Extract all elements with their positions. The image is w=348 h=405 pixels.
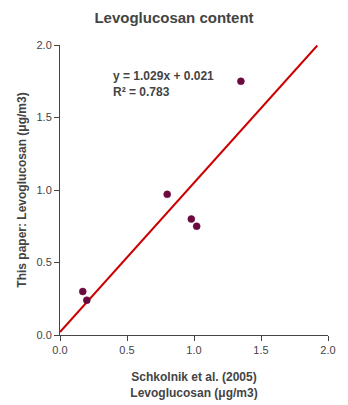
svg-text:1.5: 1.5 [253, 344, 268, 356]
svg-text:1.0: 1.0 [186, 344, 201, 356]
svg-text:y = 1.029x + 0.021R² = 0.783: y = 1.029x + 0.021R² = 0.783 [113, 69, 214, 99]
svg-text:0.5: 0.5 [37, 256, 52, 268]
svg-text:2.0: 2.0 [320, 344, 335, 356]
svg-text:0.0: 0.0 [52, 344, 67, 356]
svg-text:2.0: 2.0 [37, 39, 52, 51]
svg-text:Schkolnik et al. (2005)Levoglu: Schkolnik et al. (2005)Levoglucosan (μg/… [130, 370, 257, 400]
svg-text:1.0: 1.0 [37, 184, 52, 196]
svg-text:1.5: 1.5 [37, 111, 52, 123]
svg-text:0.5: 0.5 [119, 344, 134, 356]
svg-text:Levoglucosan content: Levoglucosan content [94, 9, 253, 26]
svg-text:0.0: 0.0 [37, 329, 52, 341]
svg-text:This paper: Levoglucosan (μg/m: This paper: Levoglucosan (μg/m3) [15, 92, 29, 287]
